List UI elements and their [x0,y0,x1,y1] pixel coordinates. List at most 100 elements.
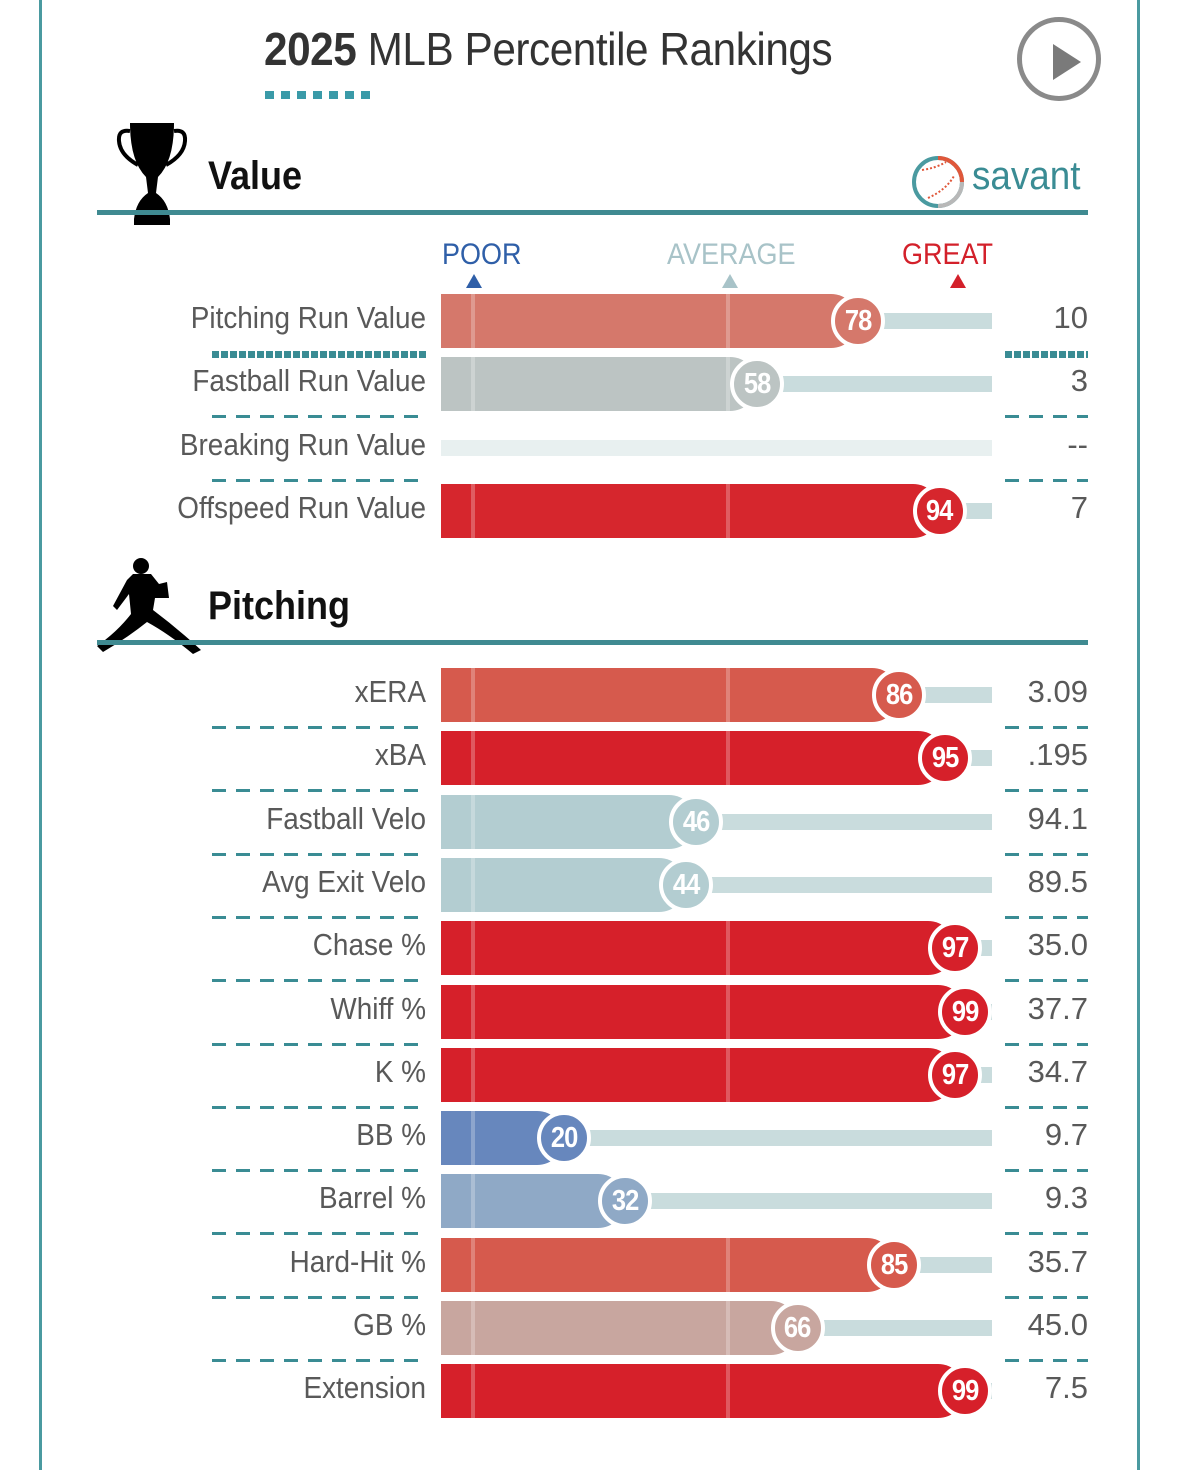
row-divider [212,351,428,358]
percentile-bar [441,731,945,786]
percentile-number: 97 [941,1058,969,1091]
section-title-value: Value [208,154,303,198]
metric-value: 3 [1070,363,1088,399]
row-divider [1005,1105,1088,1109]
pitcher-icon [97,558,201,654]
metric-value: 45.0 [1027,1307,1088,1342]
gridline-tick [726,1237,730,1292]
title-year: 2025 [264,23,357,75]
percentile-badge: 86 [872,668,927,722]
row-divider [1005,1359,1088,1362]
percentile-bar [441,794,697,849]
percentile-number: 66 [784,1312,812,1344]
percentile-badge: 32 [598,1174,653,1229]
percentile-bar [441,357,758,412]
gridline-tick [471,857,475,912]
row-divider [212,1042,428,1046]
row-divider [212,1359,428,1362]
percentile-track [625,1193,992,1210]
metric-label: Whiff % [330,990,426,1026]
row-divider [212,1232,428,1236]
metric-value: 7.5 [1044,1370,1088,1406]
metric-value: 3.09 [1027,674,1088,709]
row-divider [1005,915,1088,919]
metric-label: Breaking Run Value [179,426,426,462]
percentile-number: 85 [880,1248,909,1281]
percentile-track [797,1320,992,1336]
gridline-tick [471,1174,475,1229]
gridline-tick [471,294,475,348]
percentile-track [858,313,992,329]
row-divider [212,789,428,793]
gridline-tick [726,984,730,1039]
gridline-tick [471,1301,475,1355]
percentile-badge: 20 [537,1111,592,1166]
percentile-badge: 85 [866,1237,921,1292]
row-divider [1005,1232,1088,1236]
row-divider [212,1105,428,1109]
title-text: MLB Percentile Rankings [356,23,833,75]
gridline-tick [471,984,475,1039]
gridline-tick [471,921,475,976]
row-divider [212,979,428,983]
gridline-tick [726,1301,730,1355]
percentile-bar [441,483,940,538]
metric-label: GB % [353,1307,426,1342]
metric-label: Chase % [312,927,426,963]
metric-label: Barrel % [319,1180,426,1216]
metric-label: xERA [354,674,426,709]
percentile-badge: 99 [937,984,992,1039]
row-divider [212,726,428,729]
play-icon [1053,44,1081,80]
percentile-badge: 66 [770,1301,825,1355]
gridline-tick [471,357,475,412]
gridline-tick [726,294,730,348]
section-rule-pitching [97,640,1088,645]
percentile-bar [441,1301,798,1355]
row-divider [212,915,428,919]
percentile-number: 99 [951,995,980,1028]
row-divider [212,852,428,856]
metric-label: Hard-Hit % [289,1243,426,1279]
percentile-badge: 99 [937,1364,992,1419]
percentile-badge: 95 [917,731,972,786]
page-title: 2025 MLB Percentile Rankings [264,22,833,76]
metric-value: -- [1067,426,1088,462]
metric-value: 89.5 [1027,863,1088,899]
percentile-badge: 78 [831,294,886,348]
row-divider [1005,852,1088,856]
row-divider [1005,415,1088,419]
row-divider [212,478,428,482]
play-button[interactable] [1017,17,1101,101]
percentile-bar [441,668,900,722]
percentile-bar [441,1237,894,1292]
gridline-tick [726,921,730,976]
gridline-tick [726,1047,730,1102]
percentile-badge: 97 [927,921,982,976]
scale-arrow-poor [466,274,482,288]
baseball-icon [912,156,964,208]
metric-label: xBA [374,737,426,773]
gridline-tick [726,357,730,412]
row-divider [1005,1042,1088,1046]
empty-track [441,439,992,456]
metric-value: 9.7 [1044,1117,1088,1153]
section-rule-value [97,210,1088,215]
row-divider [212,1169,428,1173]
metric-value: .195 [1027,737,1088,773]
percentile-bar [441,1174,626,1229]
gridline-tick [726,483,730,538]
percentile-bar [441,1364,965,1419]
metric-label: K % [374,1053,426,1089]
metric-value: 10 [1053,300,1088,335]
gridline-tick [471,1047,475,1102]
percentile-number: 32 [611,1185,640,1218]
metric-label: Pitching Run Value [190,300,426,335]
percentile-number: 46 [682,805,711,838]
scale-arrow-average [722,274,738,288]
percentile-bar [441,984,965,1039]
percentile-badge: 94 [912,483,967,538]
percentile-badge: 97 [927,1047,982,1102]
row-divider [1005,351,1088,358]
gridline-tick [471,483,475,538]
